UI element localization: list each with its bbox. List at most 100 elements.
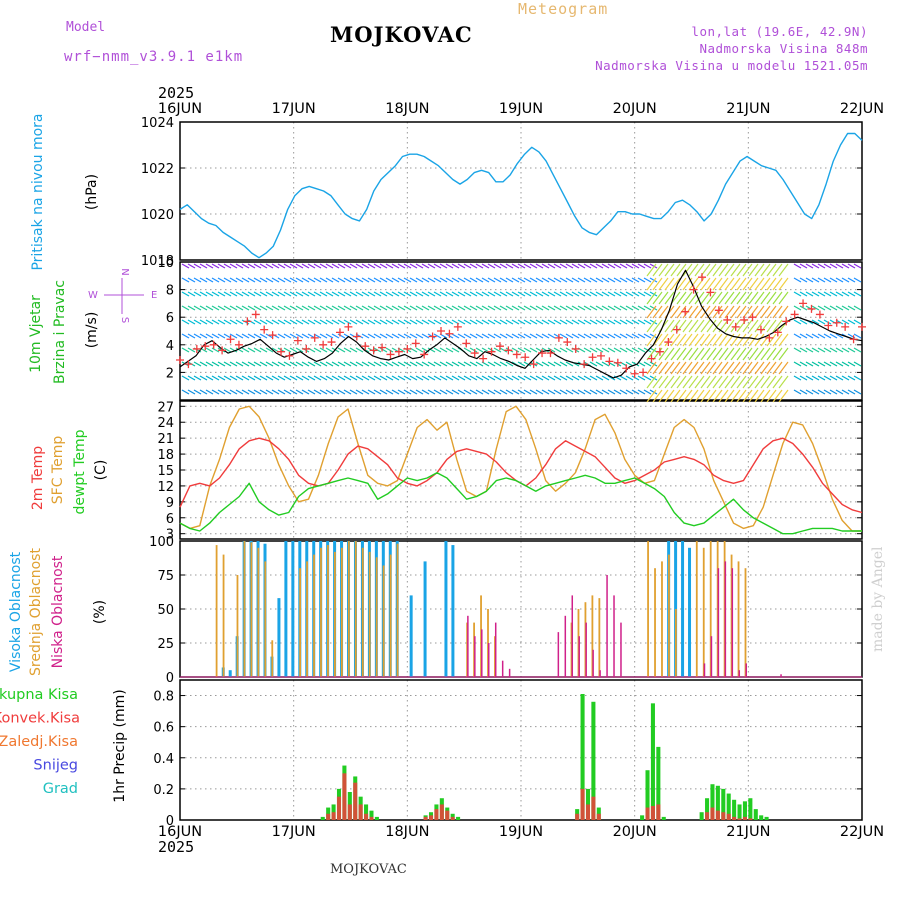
wind-arrow bbox=[463, 277, 472, 283]
wind-arrow bbox=[487, 333, 496, 339]
wind-arrow bbox=[499, 347, 508, 353]
wind-arrow bbox=[229, 305, 238, 311]
wind-arrow bbox=[307, 361, 316, 367]
precip-conv-bar bbox=[650, 806, 655, 820]
wind-arrow bbox=[724, 291, 735, 305]
wind-arrow bbox=[625, 305, 634, 311]
wind-arrow bbox=[811, 389, 820, 395]
x-tick-label-bottom: 19JUN bbox=[499, 824, 543, 840]
wind-arrow bbox=[415, 389, 424, 395]
wind-arrow bbox=[355, 319, 364, 325]
wind-arrow bbox=[391, 333, 400, 339]
y-tick-label: 4 bbox=[166, 339, 174, 354]
wind-arrow bbox=[613, 263, 622, 269]
precip-conv-bar bbox=[737, 818, 742, 820]
wind-arrow bbox=[736, 291, 747, 305]
wind-arrow bbox=[325, 319, 334, 325]
wind-arrow bbox=[853, 305, 862, 311]
cloud-bar bbox=[508, 668, 511, 677]
wind-gust-marker bbox=[748, 313, 757, 322]
wind-arrow bbox=[772, 263, 783, 277]
wind-arrow bbox=[349, 291, 358, 297]
wind-arrow bbox=[646, 375, 657, 389]
wind-arrow bbox=[805, 375, 814, 381]
wind-arrow bbox=[811, 277, 820, 283]
page-title: MOJKOVAC bbox=[330, 22, 473, 47]
wind-arrow bbox=[433, 375, 442, 381]
wind-gust-marker bbox=[698, 273, 707, 282]
wind-arrow bbox=[631, 277, 640, 283]
wind-arrow bbox=[778, 333, 789, 347]
wind-arrow bbox=[559, 305, 568, 311]
wind-arrow bbox=[607, 319, 616, 325]
wind-arrow bbox=[559, 291, 568, 297]
wind-arrow bbox=[409, 333, 418, 339]
wind-arrow bbox=[211, 319, 220, 325]
wind-arrow bbox=[505, 389, 514, 395]
wind-arrow bbox=[853, 333, 862, 339]
precip-conv-bar bbox=[326, 813, 331, 820]
wind-arrow bbox=[823, 389, 832, 395]
precip-conv-bar bbox=[364, 813, 369, 820]
wind-arrow bbox=[325, 389, 334, 395]
cloud-mid-ylabel: Srednja Oblacnost bbox=[28, 548, 44, 676]
wind-arrow bbox=[649, 305, 658, 311]
wind-arrow bbox=[313, 389, 322, 395]
wind-arrow bbox=[748, 375, 759, 389]
wind-gust-marker bbox=[689, 285, 698, 294]
temp-unit: (C) bbox=[93, 460, 109, 481]
wind-arrow bbox=[577, 291, 586, 297]
wind-arrow bbox=[643, 389, 652, 395]
wind-arrow bbox=[706, 333, 717, 347]
wind-arrow bbox=[649, 277, 658, 283]
wind-arrow bbox=[817, 333, 826, 339]
wind-arrow bbox=[475, 263, 484, 269]
wind-arrow bbox=[505, 361, 514, 367]
wind-arrow bbox=[487, 319, 496, 325]
wind-arrow bbox=[799, 375, 808, 381]
wind-arrow bbox=[664, 291, 675, 305]
wind-arrow bbox=[199, 263, 208, 269]
wind-arrow bbox=[331, 291, 340, 297]
wind-arrow bbox=[778, 277, 789, 291]
wind-arrow bbox=[511, 375, 520, 381]
wind-arrow bbox=[487, 375, 496, 381]
wind-arrow bbox=[694, 375, 705, 389]
wind-arrow bbox=[658, 277, 669, 291]
wind-arrow bbox=[475, 305, 484, 311]
wind-arrow bbox=[487, 305, 496, 311]
wind-arrow bbox=[415, 305, 424, 311]
wind-ylabel: 10m Vjetar bbox=[28, 295, 44, 373]
wind-arrow bbox=[694, 291, 705, 305]
wind-arrow bbox=[229, 277, 238, 283]
wind-arrow bbox=[547, 347, 556, 353]
wind-arrow bbox=[547, 291, 556, 297]
precip-conv-bar bbox=[439, 804, 444, 820]
wind-arrow bbox=[319, 305, 328, 311]
wind-arrow bbox=[391, 319, 400, 325]
wind-arrow bbox=[505, 263, 514, 269]
precip-conv-bar bbox=[585, 804, 591, 820]
wind-arrow bbox=[712, 291, 723, 305]
wind-arrow bbox=[589, 291, 598, 297]
wind-gust-marker bbox=[319, 340, 328, 349]
model-altitude-info: Nadmorska Visina u modelu 1521.05m bbox=[595, 58, 868, 73]
wind-gust-marker bbox=[428, 332, 437, 341]
wind-arrow bbox=[457, 291, 466, 297]
wind-arrow bbox=[409, 319, 418, 325]
wind-arrow bbox=[295, 291, 304, 297]
wind-arrow bbox=[205, 305, 214, 311]
wind-arrow bbox=[547, 305, 556, 311]
wind-arrow bbox=[577, 333, 586, 339]
wind-gust-marker bbox=[538, 349, 547, 358]
wind-arrow bbox=[451, 389, 460, 395]
wind-arrow bbox=[799, 305, 808, 311]
cloud-bar bbox=[250, 542, 253, 677]
wind-arrow bbox=[643, 305, 652, 311]
cloud-bar bbox=[557, 632, 560, 677]
wind-arrow bbox=[313, 375, 322, 381]
wind-arrow bbox=[229, 319, 238, 325]
wind-arrow bbox=[841, 319, 850, 325]
wind-arrow bbox=[748, 305, 759, 319]
wind-gust-marker bbox=[521, 353, 530, 362]
